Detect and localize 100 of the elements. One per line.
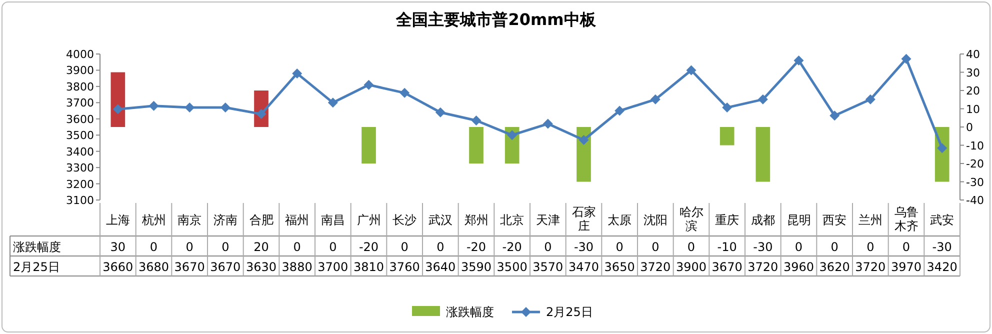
data-label: 0 bbox=[616, 240, 624, 254]
data-label: 3880 bbox=[282, 260, 312, 274]
x-tick-label: 济南 bbox=[213, 213, 238, 227]
data-label: 0 bbox=[794, 240, 803, 254]
data-label: 0 bbox=[544, 240, 552, 254]
data-label: 0 bbox=[436, 240, 444, 254]
point bbox=[686, 65, 696, 76]
bar bbox=[576, 127, 591, 182]
x-tick-label: 合肥 bbox=[249, 213, 274, 227]
data-label: 3680 bbox=[138, 260, 170, 274]
point bbox=[901, 54, 912, 64]
data-label: 3970 bbox=[890, 260, 922, 274]
bar bbox=[720, 127, 734, 146]
point bbox=[400, 88, 410, 98]
data-label: 0 bbox=[902, 240, 910, 254]
data-label: 0 bbox=[222, 240, 230, 254]
y-tick-label: 3900 bbox=[66, 64, 94, 78]
data-label: 3620 bbox=[819, 260, 850, 274]
x-tick-label: 南昌 bbox=[320, 213, 345, 227]
data-label: 30 bbox=[110, 240, 126, 254]
bar bbox=[756, 127, 770, 182]
x-tick-label: 兰州 bbox=[858, 213, 882, 227]
data-label: 0 bbox=[186, 240, 194, 254]
y2-tick-label: -30 bbox=[966, 176, 984, 189]
data-label: 3470 bbox=[568, 260, 600, 274]
data-label: 3420 bbox=[926, 260, 958, 274]
legend-label: 2月25日 bbox=[546, 305, 593, 319]
data-label: 3630 bbox=[246, 260, 277, 274]
point bbox=[220, 102, 230, 113]
point bbox=[435, 107, 446, 118]
y-tick-label: 3400 bbox=[66, 145, 94, 158]
data-label: 3670 bbox=[210, 260, 241, 274]
bar bbox=[362, 127, 376, 164]
y-tick-label: 3200 bbox=[66, 178, 94, 191]
data-label: 3670 bbox=[174, 260, 205, 274]
point bbox=[364, 80, 374, 90]
x-tick-label: 太原 bbox=[608, 213, 632, 227]
x-tick-label: 石家庄 bbox=[572, 205, 596, 233]
data-label: 0 bbox=[293, 240, 301, 254]
y-tick-label: 3800 bbox=[66, 80, 94, 94]
bar bbox=[110, 72, 126, 127]
data-label: -10 bbox=[717, 240, 737, 254]
point bbox=[328, 98, 338, 108]
point bbox=[542, 118, 553, 129]
data-label: 20 bbox=[254, 240, 269, 254]
point bbox=[722, 102, 732, 113]
y-tick-label: 3100 bbox=[66, 194, 94, 207]
data-label: 3700 bbox=[318, 260, 348, 274]
y2-tick-label: 20 bbox=[966, 84, 980, 98]
bar bbox=[469, 127, 484, 164]
legend-label: 涨跌幅度 bbox=[446, 305, 494, 319]
data-label: -30 bbox=[574, 240, 594, 254]
point bbox=[507, 130, 518, 140]
y-tick-label: 3700 bbox=[66, 96, 94, 110]
data-label: 3500 bbox=[496, 260, 528, 274]
x-tick-label: 郑州 bbox=[464, 213, 488, 227]
x-tick-label: 杭州 bbox=[140, 213, 166, 227]
text: 涨跌幅度 bbox=[13, 240, 61, 254]
point bbox=[865, 94, 876, 104]
y2-tick-label: 30 bbox=[966, 66, 980, 80]
y2-tick-label: 10 bbox=[966, 102, 980, 116]
point bbox=[292, 68, 302, 78]
data-label: 0 bbox=[830, 240, 838, 254]
y-tick-label: 3500 bbox=[66, 129, 94, 142]
text: 2月25日 bbox=[13, 260, 60, 274]
data-label: 3900 bbox=[676, 260, 707, 274]
point bbox=[578, 134, 589, 145]
x-tick-label: 北京 bbox=[500, 213, 524, 227]
y2-tick-label: -20 bbox=[966, 158, 984, 170]
point bbox=[794, 55, 804, 66]
x-tick-label: 武汉 bbox=[428, 213, 452, 227]
data-label: 0 bbox=[329, 240, 337, 254]
data-label: 3640 bbox=[425, 260, 456, 274]
data-label: 3590 bbox=[460, 260, 492, 274]
data-label: 3570 bbox=[532, 260, 564, 274]
point bbox=[148, 100, 159, 111]
y2-tick-label: -40 bbox=[966, 194, 984, 207]
data-label: -20 bbox=[466, 240, 486, 254]
x-tick-label: 南京 bbox=[178, 213, 202, 227]
y-tick-label: 3600 bbox=[66, 112, 94, 126]
data-label: 3720 bbox=[748, 260, 778, 274]
data-label: 3660 bbox=[102, 260, 134, 274]
x-tick-label: 成都 bbox=[750, 213, 775, 227]
x-tick-label: 长沙 bbox=[392, 213, 417, 227]
data-label: 3720 bbox=[855, 260, 886, 274]
y2-tick-label: 40 bbox=[966, 48, 980, 61]
point bbox=[614, 106, 625, 116]
data-label: -30 bbox=[753, 240, 773, 254]
x-tick-label: 上海 bbox=[106, 213, 130, 227]
chart-title: 全国主要城市普20mm中板 bbox=[395, 10, 597, 29]
data-label: -30 bbox=[932, 240, 952, 254]
point bbox=[471, 116, 482, 126]
x-tick-label: 沈阳 bbox=[643, 213, 668, 227]
x-tick-label: 哈尔滨 bbox=[679, 205, 704, 233]
x-tick-label: 重庆 bbox=[715, 213, 740, 227]
data-label: 3810 bbox=[353, 260, 384, 274]
data-label: 3720 bbox=[640, 260, 671, 274]
point bbox=[830, 110, 840, 121]
point bbox=[650, 94, 660, 104]
data-label: 3760 bbox=[389, 260, 420, 274]
